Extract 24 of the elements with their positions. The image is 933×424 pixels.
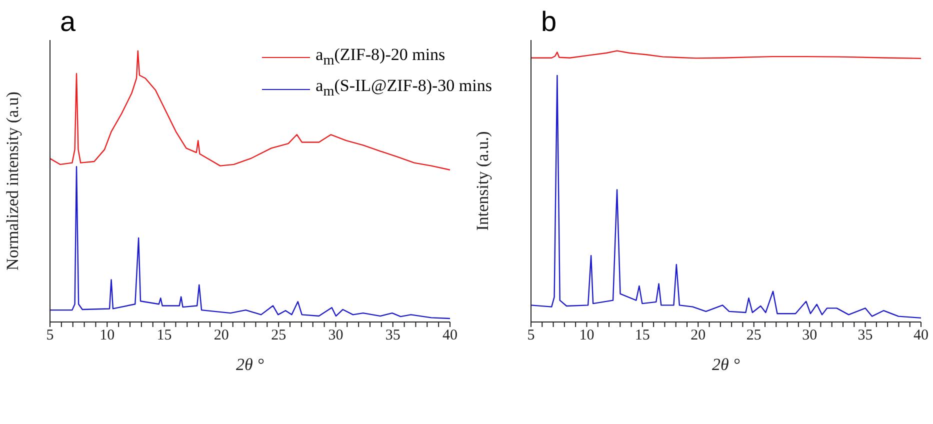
x-tick-label: 35	[385, 328, 400, 344]
x-tick-label: 30	[802, 328, 818, 344]
y-axis-title: Intensity (a.u.)	[473, 131, 492, 231]
x-tick-label: 35	[858, 328, 873, 344]
x-tick-label: 30	[328, 328, 344, 344]
x-tick-label: 10	[100, 328, 115, 344]
x-tick-label: 20	[214, 328, 229, 344]
x-tick-label: 5	[46, 328, 54, 344]
x-tick-label: 25	[746, 328, 762, 344]
x-tick-label: 40	[914, 328, 928, 344]
x-tick-label: 15	[156, 328, 172, 344]
chart-title: a	[60, 6, 76, 38]
x-tick-label: 25	[271, 328, 286, 344]
x-tick-label: 5	[527, 328, 535, 344]
x-axis-title: 2θ °	[712, 355, 740, 374]
x-tick-label: 40	[442, 328, 458, 344]
chart-title: b	[541, 6, 557, 38]
y-axis-title: Normalized intensity (a.u)	[3, 92, 22, 270]
x-axis-title: 2θ °	[236, 355, 264, 374]
legend-label: a$_{m}$(ZIF-8)-20 mins	[316, 44, 446, 70]
x-tick-label: 10	[579, 328, 594, 344]
legend-label: a$_{m}$(S-IL@ZIF-8)-30 mins	[316, 75, 492, 102]
x-tick-label: 15	[634, 328, 650, 344]
x-tick-label: 20	[690, 328, 706, 344]
